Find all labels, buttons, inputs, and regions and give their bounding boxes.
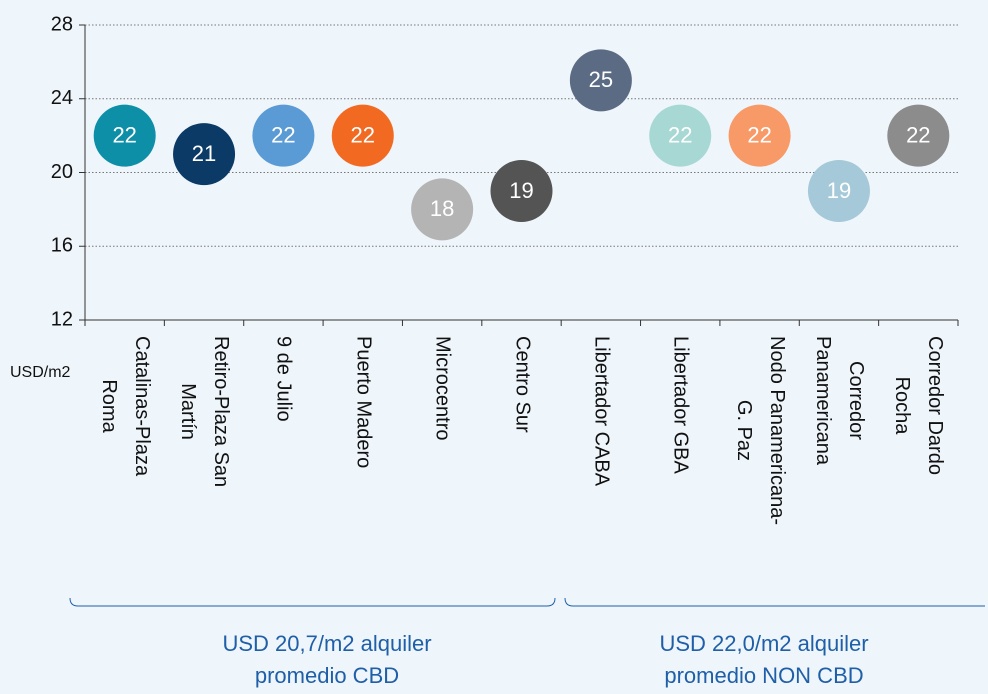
x-tick-label: Puerto Madero — [352, 336, 375, 469]
value-label: 19 — [827, 178, 851, 203]
value-label: 18 — [430, 196, 454, 221]
value-label: 22 — [906, 122, 930, 147]
value-label: 25 — [589, 67, 613, 92]
annotation: USD 20,7/m2 alquiler promedio CBD — [222, 631, 432, 688]
value-label: 22 — [668, 122, 692, 147]
x-tick-label: Retiro-Plaza San Martín — [177, 336, 233, 488]
y-tick-label: 28 — [51, 13, 73, 35]
dot — [728, 104, 791, 167]
y-axis-label: USD/m2 — [10, 364, 71, 381]
x-tick-label: Microcentro — [431, 336, 454, 441]
x-tick-label: Libertador GBA — [669, 336, 692, 474]
dot — [411, 178, 474, 241]
x-tick-label: Nodo Panamericana- G. Paz — [732, 336, 788, 525]
dot — [649, 104, 712, 167]
dot — [807, 159, 870, 222]
bracket — [564, 597, 985, 607]
y-tick-label: 12 — [51, 308, 73, 330]
dot — [252, 104, 315, 167]
value-label: 21 — [192, 141, 216, 166]
annotation: USD 22,0/m2 alquiler promedio NON CBD — [659, 631, 869, 688]
x-tick-label: Catalinas-Plaza Roma — [97, 336, 153, 477]
y-tick-label: 16 — [51, 235, 73, 257]
x-tick-label: 9 de Julio — [272, 336, 295, 422]
dot — [887, 104, 950, 167]
x-tick-label: Libertador CABA — [590, 336, 613, 487]
dot — [93, 104, 156, 167]
x-tick-label: Corredor Panamericana — [811, 336, 867, 465]
y-tick-label: 20 — [51, 161, 73, 183]
x-tick-label: Corredor Dardo Rocha — [891, 336, 947, 475]
value-label: 22 — [112, 122, 136, 147]
dot — [490, 159, 553, 222]
value-label: 22 — [351, 122, 375, 147]
y-tick-label: 24 — [51, 87, 73, 109]
dot — [173, 123, 236, 186]
value-label: 19 — [509, 178, 533, 203]
x-tick-label: Centro Sur — [511, 336, 533, 433]
dot — [569, 49, 632, 112]
dot — [331, 104, 394, 167]
bracket — [69, 597, 556, 607]
value-label: 22 — [747, 122, 771, 147]
value-label: 22 — [271, 122, 295, 147]
